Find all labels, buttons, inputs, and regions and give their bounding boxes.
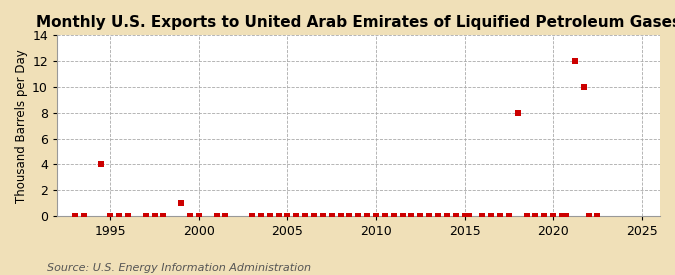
Point <box>149 214 160 218</box>
Point <box>441 214 452 218</box>
Point <box>362 214 373 218</box>
Point <box>70 214 80 218</box>
Point <box>140 214 151 218</box>
Point <box>255 214 266 218</box>
Point <box>379 214 390 218</box>
Point <box>326 214 337 218</box>
Point <box>96 162 107 167</box>
Point <box>539 214 549 218</box>
Point <box>477 214 488 218</box>
Point <box>246 214 257 218</box>
Point <box>521 214 532 218</box>
Point <box>561 214 572 218</box>
Point <box>578 85 589 89</box>
Point <box>282 214 293 218</box>
Point <box>176 201 186 205</box>
Point <box>397 214 408 218</box>
Title: Monthly U.S. Exports to United Arab Emirates of Liquified Petroleum Gases: Monthly U.S. Exports to United Arab Emir… <box>36 15 675 30</box>
Point <box>570 59 580 63</box>
Point <box>194 214 205 218</box>
Point <box>335 214 346 218</box>
Point <box>450 214 461 218</box>
Point <box>317 214 328 218</box>
Point <box>512 111 523 115</box>
Point <box>592 214 603 218</box>
Point <box>211 214 222 218</box>
Point <box>424 214 435 218</box>
Point <box>557 214 568 218</box>
Point <box>220 214 231 218</box>
Point <box>273 214 284 218</box>
Point <box>406 214 417 218</box>
Point <box>265 214 275 218</box>
Point <box>530 214 541 218</box>
Point <box>300 214 310 218</box>
Point <box>433 214 443 218</box>
Point <box>158 214 169 218</box>
Point <box>113 214 124 218</box>
Point <box>548 214 559 218</box>
Point <box>78 214 89 218</box>
Point <box>459 214 470 218</box>
Point <box>344 214 355 218</box>
Y-axis label: Thousand Barrels per Day: Thousand Barrels per Day <box>15 49 28 202</box>
Point <box>504 214 514 218</box>
Point <box>583 214 594 218</box>
Point <box>105 214 115 218</box>
Text: Source: U.S. Energy Information Administration: Source: U.S. Energy Information Administ… <box>47 263 311 273</box>
Point <box>495 214 506 218</box>
Point <box>353 214 364 218</box>
Point <box>123 214 134 218</box>
Point <box>291 214 302 218</box>
Point <box>308 214 319 218</box>
Point <box>388 214 399 218</box>
Point <box>486 214 497 218</box>
Point <box>415 214 426 218</box>
Point <box>371 214 381 218</box>
Point <box>464 214 475 218</box>
Point <box>184 214 195 218</box>
